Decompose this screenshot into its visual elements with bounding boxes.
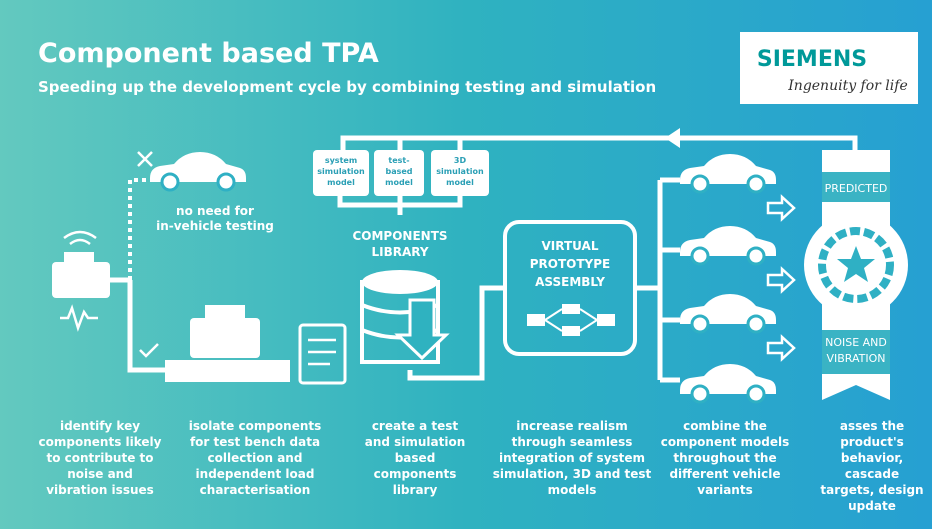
model-label: model bbox=[385, 178, 413, 187]
step-caption: isolate components bbox=[189, 419, 322, 433]
label: VIRTUAL bbox=[542, 239, 599, 253]
step-caption: throughout the bbox=[673, 451, 776, 465]
step-caption: component models bbox=[661, 435, 790, 449]
model-label: system bbox=[325, 156, 357, 165]
step-caption: asses the bbox=[840, 419, 904, 433]
model-label: model bbox=[327, 178, 355, 187]
step-caption: simulation, 3D and test bbox=[493, 467, 652, 481]
step-caption: different vehicle bbox=[669, 467, 780, 481]
step-caption: integration of system bbox=[499, 451, 645, 465]
step-caption: noise and bbox=[67, 467, 133, 481]
label: ASSEMBLY bbox=[535, 275, 605, 289]
title: Component based TPA bbox=[38, 38, 379, 69]
step-caption: create a test bbox=[372, 419, 459, 433]
assembly-box bbox=[503, 180, 663, 380]
step-caption: targets, design bbox=[820, 483, 923, 497]
vehicle-variants bbox=[660, 152, 796, 404]
database-icon bbox=[360, 270, 505, 381]
label: no need for bbox=[176, 204, 254, 218]
model-label: model bbox=[446, 178, 474, 187]
step-caption: increase realism bbox=[516, 419, 627, 433]
step-caption: to contribute to bbox=[47, 451, 154, 465]
dotted-link bbox=[128, 178, 150, 280]
model-label: simulation bbox=[317, 167, 365, 176]
badge-bottom: VIBRATION bbox=[826, 352, 885, 365]
model-label: based bbox=[385, 167, 412, 176]
step-caption: based bbox=[395, 451, 436, 465]
check-icon bbox=[139, 343, 159, 358]
step-caption: collection and bbox=[208, 451, 303, 465]
step-caption: product's bbox=[840, 435, 904, 449]
engine-icon bbox=[52, 230, 130, 332]
step-caption: cascade bbox=[845, 467, 899, 481]
step-caption: update bbox=[848, 499, 896, 513]
step-caption: variants bbox=[697, 483, 752, 497]
step-caption: through seamless bbox=[512, 435, 633, 449]
step-caption: identify key bbox=[60, 419, 140, 433]
step-caption: models bbox=[548, 483, 597, 497]
label: PROTOTYPE bbox=[530, 257, 611, 271]
step-caption: behavior, bbox=[841, 451, 903, 465]
cross-icon bbox=[137, 151, 153, 167]
step-caption: vibration issues bbox=[46, 483, 154, 497]
step-caption: independent load bbox=[196, 467, 315, 481]
label: in-vehicle testing bbox=[156, 219, 274, 233]
step-caption: for test bench data bbox=[190, 435, 320, 449]
logo-box bbox=[740, 32, 918, 104]
step-caption: combine the bbox=[683, 419, 767, 433]
model-label: test- bbox=[388, 156, 409, 165]
step-caption: components bbox=[374, 467, 457, 481]
test-bench-icon bbox=[165, 305, 347, 385]
step-caption: library bbox=[393, 483, 438, 497]
step-caption: and simulation bbox=[365, 435, 466, 449]
model-boxes bbox=[313, 150, 489, 196]
logo-brand: SIEMENS bbox=[757, 47, 867, 72]
bench-link bbox=[127, 280, 165, 373]
subtitle: Speeding up the development cycle by com… bbox=[38, 78, 656, 96]
step-caption: characterisation bbox=[200, 483, 311, 497]
badge-top: PREDICTED bbox=[825, 182, 888, 195]
badge bbox=[804, 150, 908, 400]
label: COMPONENTS bbox=[352, 229, 447, 243]
model-label: 3D bbox=[454, 156, 467, 165]
label: LIBRARY bbox=[371, 245, 428, 259]
step-caption: components likely bbox=[39, 435, 162, 449]
badge-bottom: NOISE AND bbox=[825, 336, 887, 349]
logo-tagline: Ingenuity for life bbox=[787, 78, 907, 94]
model-label: simulation bbox=[436, 167, 484, 176]
